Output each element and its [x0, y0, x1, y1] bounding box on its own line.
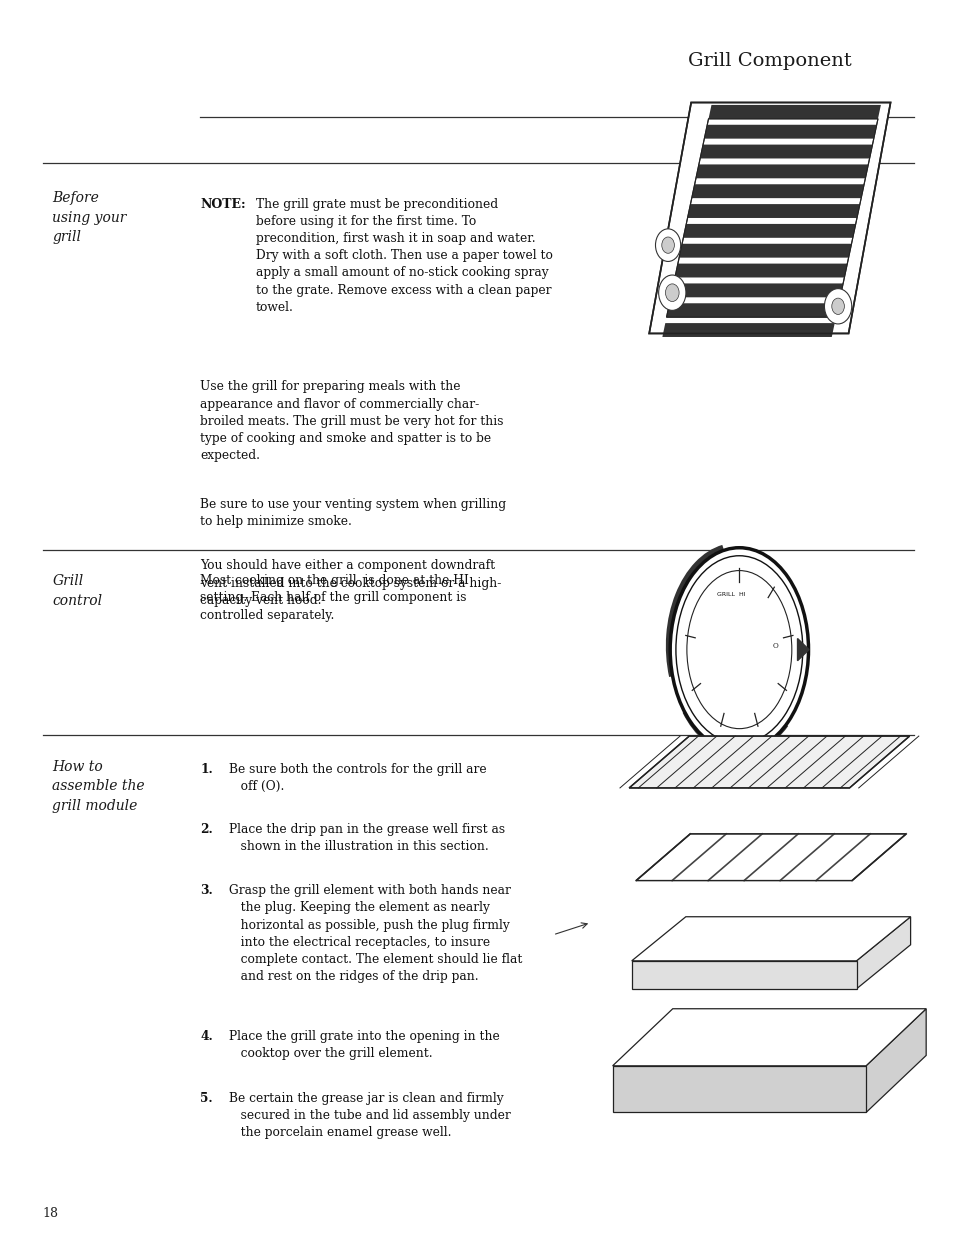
- Text: Use the grill for preparing meals with the
appearance and flavor of commercially: Use the grill for preparing meals with t…: [200, 380, 503, 462]
- Text: Grill Component: Grill Component: [687, 52, 850, 70]
- Text: Grill
control: Grill control: [52, 574, 103, 608]
- Circle shape: [661, 237, 674, 253]
- Polygon shape: [648, 103, 890, 333]
- Text: NOTE:: NOTE:: [200, 198, 246, 211]
- Text: 4.: 4.: [200, 1030, 213, 1044]
- Ellipse shape: [669, 548, 807, 751]
- Circle shape: [831, 298, 843, 315]
- Text: 18: 18: [43, 1207, 59, 1220]
- Circle shape: [658, 275, 685, 310]
- Polygon shape: [631, 961, 856, 989]
- Polygon shape: [674, 263, 846, 278]
- Polygon shape: [696, 164, 867, 178]
- Text: Place the drip pan in the grease well first as
   shown in the illustration in t: Place the drip pan in the grease well fi…: [229, 823, 504, 852]
- Ellipse shape: [675, 556, 802, 743]
- Text: 1.: 1.: [200, 763, 213, 777]
- Polygon shape: [666, 304, 838, 317]
- Text: Component Cooktop System: Component Cooktop System: [694, 142, 862, 156]
- Circle shape: [823, 289, 851, 324]
- Polygon shape: [682, 224, 855, 238]
- Text: 3.: 3.: [200, 884, 213, 898]
- Circle shape: [655, 228, 680, 262]
- Polygon shape: [631, 916, 910, 961]
- Ellipse shape: [686, 571, 791, 729]
- Text: Most cooking on the grill  is done at the HI
setting. Each half of the grill com: Most cooking on the grill is done at the…: [200, 574, 469, 621]
- Text: Grasp the grill element with both hands near
   the plug. Keeping the element as: Grasp the grill element with both hands …: [229, 884, 522, 983]
- Text: You should have either a component downdraft
vent installed into the cooktop sys: You should have either a component downd…: [200, 559, 501, 606]
- Polygon shape: [612, 1009, 925, 1066]
- Circle shape: [665, 284, 679, 301]
- Polygon shape: [797, 638, 808, 661]
- Polygon shape: [865, 1009, 925, 1113]
- Polygon shape: [679, 243, 851, 258]
- Polygon shape: [687, 204, 859, 217]
- Text: 2.: 2.: [200, 823, 213, 836]
- Polygon shape: [629, 736, 908, 788]
- Text: How to
assemble the
grill module: How to assemble the grill module: [52, 760, 145, 813]
- Text: Be sure both the controls for the grill are
   off (O).: Be sure both the controls for the grill …: [229, 763, 486, 793]
- Text: O: O: [772, 642, 778, 650]
- Polygon shape: [703, 125, 876, 138]
- Polygon shape: [661, 324, 834, 337]
- Polygon shape: [700, 144, 872, 158]
- Polygon shape: [612, 1066, 865, 1113]
- Polygon shape: [670, 283, 842, 298]
- Text: Before
using your
grill: Before using your grill: [52, 191, 127, 245]
- Text: 5.: 5.: [200, 1092, 213, 1105]
- Text: Place the grill grate into the opening in the
   cooktop over the grill element.: Place the grill grate into the opening i…: [229, 1030, 499, 1060]
- Polygon shape: [666, 119, 877, 317]
- Polygon shape: [636, 834, 905, 881]
- Text: Be certain the grease jar is clean and firmly
   secured in the tube and lid ass: Be certain the grease jar is clean and f…: [229, 1092, 510, 1139]
- Polygon shape: [856, 916, 910, 989]
- Polygon shape: [708, 105, 880, 119]
- Text: Be sure to use your venting system when grilling
to help minimize smoke.: Be sure to use your venting system when …: [200, 498, 506, 527]
- Polygon shape: [691, 184, 863, 198]
- Text: GRILL  HI: GRILL HI: [717, 592, 745, 597]
- Text: The grill grate must be preconditioned
before using it for the first time. To
pr: The grill grate must be preconditioned b…: [255, 198, 552, 314]
